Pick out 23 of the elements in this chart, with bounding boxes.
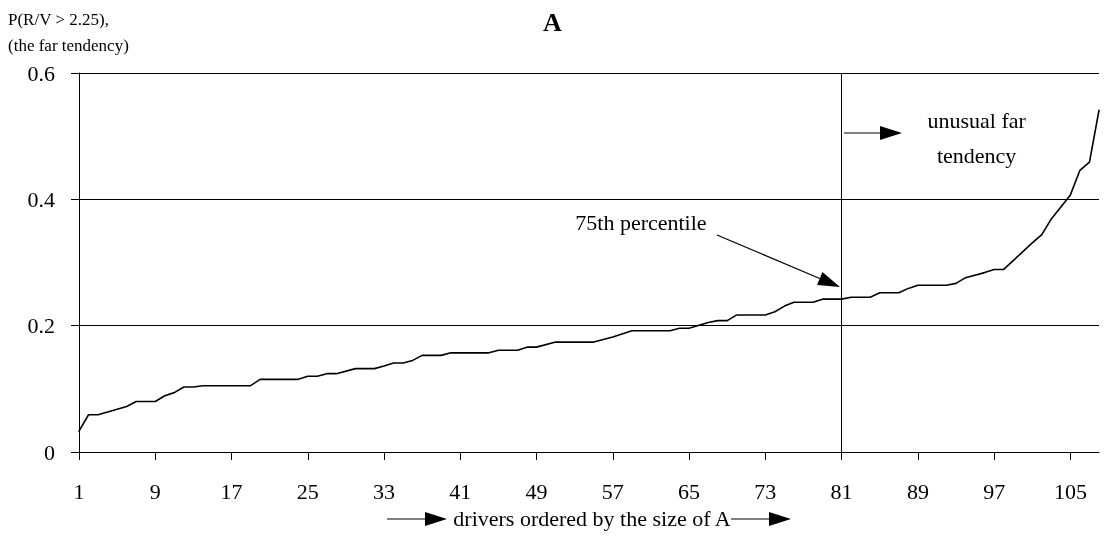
x-tick-label: 49 bbox=[525, 478, 548, 504]
x-tick-label: 73 bbox=[754, 478, 777, 504]
x-axis-title: drivers ordered by the size of A bbox=[453, 506, 731, 532]
x-tick-label: 97 bbox=[983, 478, 1006, 504]
x-tick-label: 57 bbox=[601, 478, 624, 504]
y-tick-label: 0 bbox=[44, 439, 55, 465]
x-tick-label: 41 bbox=[449, 478, 472, 504]
annotation: 75th percentile bbox=[575, 209, 707, 235]
x-tick-label: 17 bbox=[220, 478, 243, 504]
x-tick-label: 9 bbox=[149, 478, 161, 504]
x-tick-label: 65 bbox=[678, 478, 701, 504]
x-tick-label: 25 bbox=[296, 478, 319, 504]
chart-title: A bbox=[543, 7, 563, 37]
y-tick-label: 0.4 bbox=[27, 186, 55, 212]
x-tick-label: 89 bbox=[906, 478, 929, 504]
annotation: unusual far tendency bbox=[927, 108, 1027, 168]
x-tick-label: 1 bbox=[73, 478, 85, 504]
y-tick-label: 0.6 bbox=[27, 60, 55, 86]
x-tick-label: 81 bbox=[830, 478, 853, 504]
x-tick-label: 105 bbox=[1053, 478, 1087, 504]
y-tick-label: 0.2 bbox=[27, 313, 55, 339]
x-tick-label: 33 bbox=[373, 478, 396, 504]
y-axis-title: P(R/V > 2.25), (the far tendency) bbox=[8, 9, 129, 55]
